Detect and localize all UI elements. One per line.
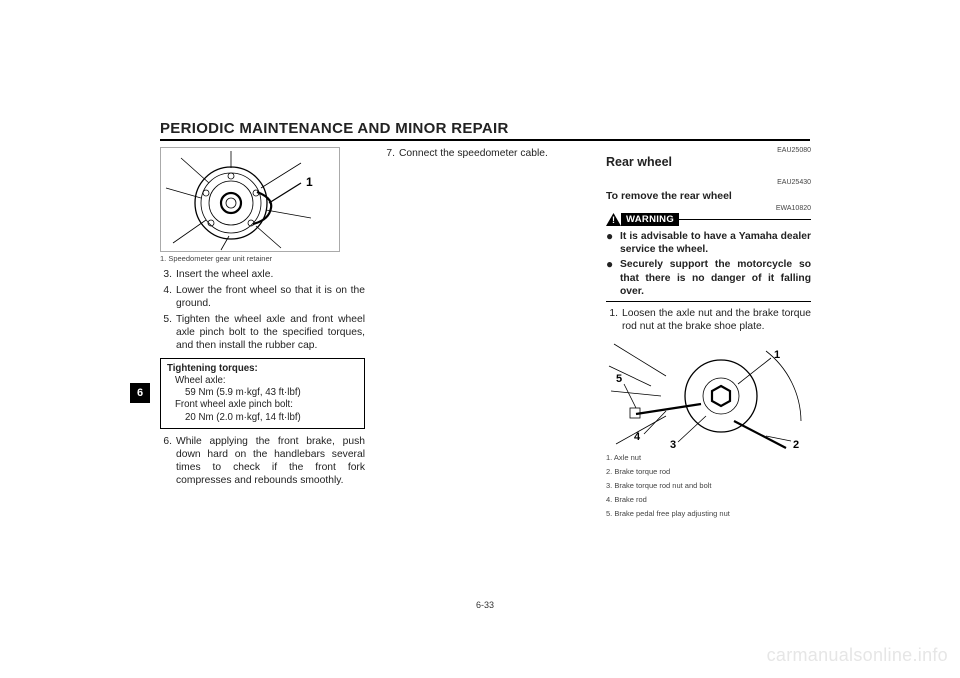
warning-header: ! WARNING xyxy=(606,213,811,226)
fig2-callout-4: 4 xyxy=(634,431,641,443)
chapter-tab: 6 xyxy=(130,383,150,403)
step-5: 5.Tighten the wheel axle and front wheel… xyxy=(160,313,365,353)
figure-2-caption-2: 2. Brake torque rod xyxy=(606,467,811,476)
steps-list-4: 1.Loosen the axle nut and the brake torq… xyxy=(606,307,811,333)
warning-rule xyxy=(679,219,811,220)
torque-val-2: 20 Nm (2.0 m·kgf, 14 ft·lbf) xyxy=(167,412,358,424)
fig2-callout-2: 2 xyxy=(793,439,799,451)
step-3: 3.Insert the wheel axle. xyxy=(160,268,365,281)
warning-bullet-2: ●Securely support the motor­cycle so tha… xyxy=(606,258,811,298)
section-title-rear-wheel: Rear wheel xyxy=(606,155,811,169)
column-2: 7.Connect the speedometer cable. xyxy=(383,147,588,603)
figure-2-svg: 1 2 3 4 5 xyxy=(606,336,806,451)
step-7: 7.Connect the speedometer cable. xyxy=(383,147,588,160)
fig2-callout-1: 1 xyxy=(774,349,780,361)
steps-list-1: 3.Insert the wheel axle. 4.Lower the fro… xyxy=(160,268,365,352)
fig2-callout-5: 5 xyxy=(616,373,622,385)
steps-list-3: 7.Connect the speedometer cable. xyxy=(383,147,588,160)
step-6: 6.While applying the front brake, push d… xyxy=(160,435,365,488)
ref-code-2: EAU25430 xyxy=(606,179,811,186)
step-4: 4.Lower the front wheel so that it is on… xyxy=(160,284,365,310)
column-layout: 1 1. Speedometer gear unit retainer 3.In… xyxy=(160,147,810,603)
ref-code-1: EAU25080 xyxy=(606,147,811,154)
ref-code-3: EWA10820 xyxy=(606,205,811,212)
figure-speedometer-retainer: 1 xyxy=(160,147,340,252)
steps-list-2: 6.While applying the front brake, push d… xyxy=(160,435,365,488)
rear-step-1: 1.Loosen the axle nut and the brake torq… xyxy=(606,307,811,333)
warning-end-rule xyxy=(606,301,811,302)
tightening-torques-box: Tightening torques: Wheel axle: 59 Nm (5… xyxy=(160,358,365,429)
warning-bullets: ●It is advisable to have a Yamaha dealer… xyxy=(606,230,811,298)
figure-2-caption-4: 4. Brake rod xyxy=(606,495,811,504)
watermark: carmanualsonline.info xyxy=(767,645,948,666)
figure-1-caption: 1. Speedometer gear unit retainer xyxy=(160,254,365,263)
figure-2-caption-3: 3. Brake torque rod nut and bolt xyxy=(606,481,811,490)
manual-page: PERIODIC MAINTENANCE AND MINOR REPAIR 6 xyxy=(160,120,810,610)
figure-2-caption-1: 1. Axle nut xyxy=(606,453,811,462)
torque-val-1: 59 Nm (5.9 m·kgf, 43 ft·lbf) xyxy=(167,387,358,399)
figure-2-caption-5: 5. Brake pedal free play adjusting nut xyxy=(606,509,811,518)
warning-triangle-icon: ! xyxy=(606,213,621,226)
fig1-callout-1: 1 xyxy=(306,175,313,189)
figure-1-svg: 1 xyxy=(161,148,340,252)
warning-label: WARNING xyxy=(621,213,679,226)
warning-bullet-1: ●It is advisable to have a Yamaha dealer… xyxy=(606,230,811,256)
column-1: 1 1. Speedometer gear unit retainer 3.In… xyxy=(160,147,365,603)
figure-rear-wheel: 1 2 3 4 5 xyxy=(606,336,806,451)
torque-line-1: Wheel axle: xyxy=(167,375,358,387)
fig2-callout-3: 3 xyxy=(670,439,676,451)
column-3: EAU25080 Rear wheel EAU25430 To remove t… xyxy=(606,147,811,603)
page-header: PERIODIC MAINTENANCE AND MINOR REPAIR xyxy=(160,120,810,141)
subsection-title: To remove the rear wheel xyxy=(606,190,811,202)
torque-line-2: Front wheel axle pinch bolt: xyxy=(167,399,358,411)
page-number: 6-33 xyxy=(160,600,810,610)
torque-title: Tightening torques: xyxy=(167,363,358,375)
